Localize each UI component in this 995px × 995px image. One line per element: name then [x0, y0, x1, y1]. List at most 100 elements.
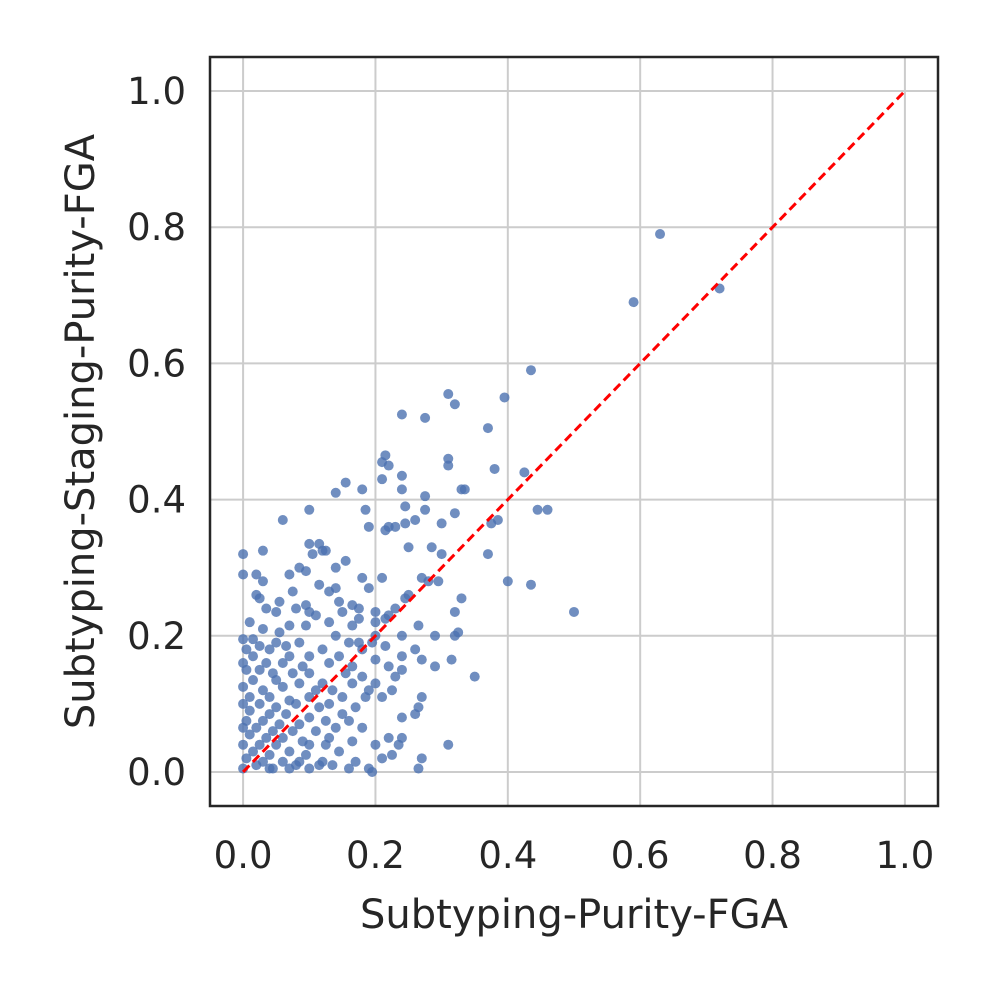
data-point — [241, 644, 252, 655]
y-tick-labels: 0.0 0.2 0.4 0.6 0.8 1.0 — [127, 70, 186, 794]
data-point — [396, 409, 407, 420]
data-point — [291, 698, 302, 709]
data-point — [277, 658, 288, 669]
data-point — [542, 504, 553, 515]
data-point — [304, 651, 315, 662]
data-point — [238, 569, 249, 580]
data-point — [261, 658, 272, 669]
data-point — [416, 654, 427, 665]
data-point — [343, 763, 354, 774]
data-point — [420, 491, 431, 502]
data-point — [324, 698, 335, 709]
data-point — [244, 692, 255, 703]
y-tick-label: 0.8 — [127, 206, 186, 249]
data-point — [383, 732, 394, 743]
data-point — [257, 685, 268, 696]
data-point — [443, 739, 454, 750]
data-point — [357, 671, 368, 682]
data-point — [294, 719, 305, 730]
data-point — [304, 504, 315, 515]
data-point — [396, 470, 407, 481]
data-point — [300, 749, 311, 760]
data-point — [370, 739, 381, 750]
data-point — [367, 766, 378, 777]
data-point — [400, 501, 411, 512]
data-point — [330, 487, 341, 498]
data-point — [525, 579, 536, 590]
data-point — [274, 627, 285, 638]
data-point — [287, 668, 298, 679]
data-point — [363, 583, 374, 594]
data-point — [377, 753, 388, 764]
data-point — [238, 634, 249, 645]
data-point — [519, 467, 530, 478]
data-point — [271, 606, 282, 617]
data-point — [330, 562, 341, 573]
data-point — [525, 365, 536, 376]
data-point — [310, 685, 321, 696]
data-point — [320, 545, 331, 556]
data-point — [396, 651, 407, 662]
data-point — [628, 297, 639, 308]
data-point — [377, 692, 388, 703]
data-point — [254, 664, 265, 675]
data-point — [330, 722, 341, 733]
data-point — [264, 692, 275, 703]
data-point — [238, 698, 249, 709]
data-point — [264, 763, 275, 774]
data-point — [314, 702, 325, 713]
data-point — [350, 756, 361, 767]
data-point — [383, 460, 394, 471]
data-point — [248, 651, 259, 662]
data-point — [360, 692, 371, 703]
data-point — [261, 603, 272, 614]
x-tick-label: 0.2 — [346, 834, 405, 877]
data-point — [330, 630, 341, 641]
data-point — [532, 504, 543, 515]
y-tick-label: 0.2 — [127, 615, 186, 658]
data-point — [274, 596, 285, 607]
x-axis-label: Subtyping-Purity-FGA — [360, 892, 789, 938]
x-tick-label: 0.8 — [743, 834, 802, 877]
data-point — [281, 640, 292, 651]
data-point — [254, 640, 265, 651]
data-point — [377, 474, 388, 485]
data-point — [254, 593, 265, 604]
data-point — [238, 722, 249, 733]
data-point — [291, 760, 302, 771]
data-point — [248, 746, 259, 757]
data-point — [241, 664, 252, 675]
data-point — [304, 739, 315, 750]
data-point — [396, 484, 407, 495]
data-point — [343, 637, 354, 648]
data-point — [433, 576, 444, 587]
data-point — [267, 726, 278, 737]
data-point — [304, 668, 315, 679]
x-tick-label: 0.0 — [214, 834, 273, 877]
data-point — [271, 637, 282, 648]
data-point — [334, 746, 345, 757]
data-point — [430, 630, 441, 641]
data-point — [347, 678, 358, 689]
x-tick-label: 0.6 — [611, 834, 670, 877]
data-point — [284, 651, 295, 662]
data-point — [248, 634, 259, 645]
data-point — [320, 739, 331, 750]
data-point — [257, 715, 268, 726]
data-point — [387, 749, 397, 760]
data-point — [314, 579, 325, 590]
data-point — [291, 603, 302, 614]
data-point — [449, 399, 460, 410]
data-point — [300, 620, 311, 631]
data-point — [310, 726, 321, 737]
data-point — [443, 389, 454, 400]
data-point — [383, 661, 394, 672]
data-point — [430, 661, 441, 672]
y-tick-label: 1.0 — [127, 70, 186, 113]
data-point — [337, 692, 348, 703]
data-point — [482, 549, 493, 560]
data-point — [238, 681, 249, 692]
data-point — [334, 651, 345, 662]
data-point — [264, 709, 275, 720]
